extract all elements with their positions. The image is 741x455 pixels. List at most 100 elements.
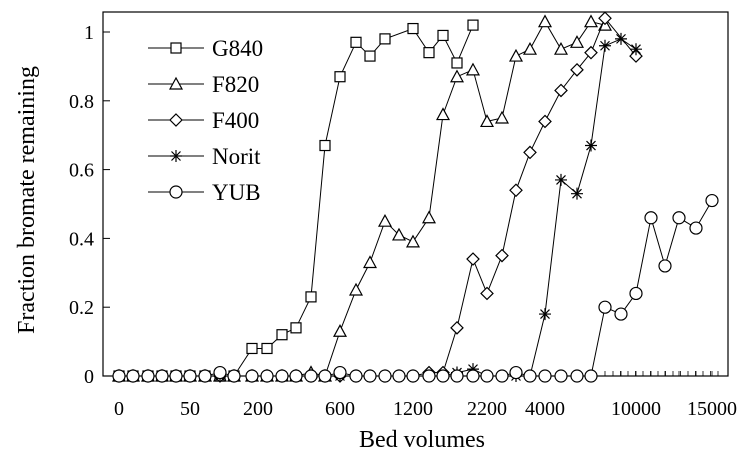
legend-entry-g840: G840 — [148, 36, 263, 61]
x-tick-label: 200 — [243, 398, 273, 420]
data-point-yub — [169, 369, 183, 383]
data-point-f400 — [554, 83, 568, 98]
y-axis-title: Fraction bromate remaining — [14, 66, 40, 334]
data-point-f400 — [538, 114, 552, 129]
y-tick-label: 0.2 — [69, 297, 94, 319]
data-point-g840 — [379, 33, 391, 45]
x-tick-label: 600 — [325, 398, 355, 420]
data-point-f820 — [449, 69, 465, 83]
data-point-yub — [672, 211, 686, 225]
legend-label-norit: Norit — [212, 144, 261, 169]
legend: G840 F820 F400 Norit YUB — [148, 36, 263, 205]
legend-entry-f400: F400 — [148, 108, 259, 133]
series-f820 — [111, 14, 613, 382]
data-point-yub — [436, 369, 450, 383]
data-point-f400 — [480, 286, 494, 301]
data-point-yub — [349, 369, 363, 383]
data-point-yub — [318, 369, 332, 383]
data-point-yub — [198, 369, 212, 383]
data-point-f400 — [584, 45, 598, 60]
data-point-yub — [155, 369, 169, 383]
data-point-yub — [658, 259, 672, 273]
legend-marker-g840 — [170, 42, 182, 54]
data-point-yub — [141, 369, 155, 383]
x-tick-label: 4000 — [525, 398, 565, 420]
data-point-yub — [227, 369, 241, 383]
data-point-norit — [539, 308, 551, 321]
data-point-f820 — [435, 107, 451, 121]
data-point-f820 — [421, 210, 437, 224]
data-point-g840 — [451, 57, 463, 69]
y-tick-label: 1 — [84, 22, 94, 44]
data-point-yub — [523, 369, 537, 383]
y-tick-label: 0 — [84, 366, 94, 388]
data-point-g840 — [350, 36, 362, 48]
data-point-norit — [467, 363, 479, 376]
data-point-f820 — [569, 35, 585, 48]
axes: 0 0.2 0.4 0.6 0.8 1 0 50 200 600 1200 2200 4000 10000… — [69, 11, 737, 420]
series-norit — [113, 32, 642, 382]
legend-label-f400: F400 — [212, 108, 259, 133]
data-point-yub — [629, 286, 643, 301]
series-yub — [112, 193, 719, 383]
data-point-yub — [333, 365, 347, 380]
data-point-yub — [275, 369, 289, 383]
series-line-f820 — [119, 20, 606, 377]
legend-marker-yub — [169, 185, 183, 199]
series-line-yub — [119, 200, 713, 377]
data-point-yub — [363, 369, 377, 383]
data-point-g840 — [246, 342, 258, 355]
data-point-g840 — [467, 19, 479, 31]
data-point-g840 — [305, 291, 317, 303]
data-point-g840 — [261, 342, 273, 355]
legend-marker-f400 — [169, 113, 183, 127]
series-layer — [111, 11, 719, 383]
data-point-yub — [466, 369, 480, 383]
data-point-yub — [378, 369, 392, 383]
data-point-f400 — [466, 252, 480, 266]
data-point-f820 — [537, 14, 553, 28]
x-tick-label: 15000 — [687, 398, 737, 420]
y-tick-label: 0.4 — [69, 228, 94, 250]
legend-entry-norit: Norit — [148, 144, 261, 169]
data-point-g840 — [290, 322, 302, 334]
data-point-norit — [599, 39, 611, 52]
y-tick-label: 0.8 — [69, 91, 94, 113]
data-point-f820 — [332, 324, 348, 337]
data-point-yub — [570, 369, 584, 383]
data-point-g840 — [319, 139, 331, 152]
data-point-yub — [598, 300, 612, 314]
data-point-f820 — [362, 255, 378, 269]
data-point-f820 — [479, 114, 495, 128]
data-point-norit — [615, 32, 627, 45]
data-point-yub — [614, 307, 628, 321]
data-point-norit — [585, 139, 597, 152]
series-f400 — [112, 11, 643, 383]
data-point-yub — [183, 369, 197, 383]
data-point-norit — [630, 43, 642, 56]
series-g840 — [113, 19, 479, 382]
legend-entry-f820: F820 — [148, 72, 259, 97]
data-point-yub — [112, 369, 126, 383]
data-point-f820 — [508, 48, 524, 62]
data-point-yub — [392, 369, 406, 383]
data-point-g840 — [437, 29, 449, 42]
data-point-yub — [245, 369, 259, 383]
data-point-yub — [554, 369, 568, 383]
data-point-yub — [538, 369, 552, 383]
x-tick-label: 50 — [180, 398, 200, 420]
data-point-yub — [289, 369, 303, 383]
data-point-f400 — [570, 62, 584, 77]
data-point-f820 — [553, 41, 569, 55]
data-point-f400 — [598, 11, 612, 26]
data-point-yub — [509, 365, 523, 380]
data-point-yub — [260, 369, 274, 383]
data-point-yub — [480, 369, 494, 383]
data-point-g840 — [407, 22, 419, 35]
data-point-yub — [689, 221, 703, 235]
data-point-f820 — [465, 62, 481, 76]
data-point-g840 — [276, 329, 288, 341]
x-tick-label: 2200 — [467, 398, 507, 420]
data-point-f820 — [405, 234, 421, 248]
